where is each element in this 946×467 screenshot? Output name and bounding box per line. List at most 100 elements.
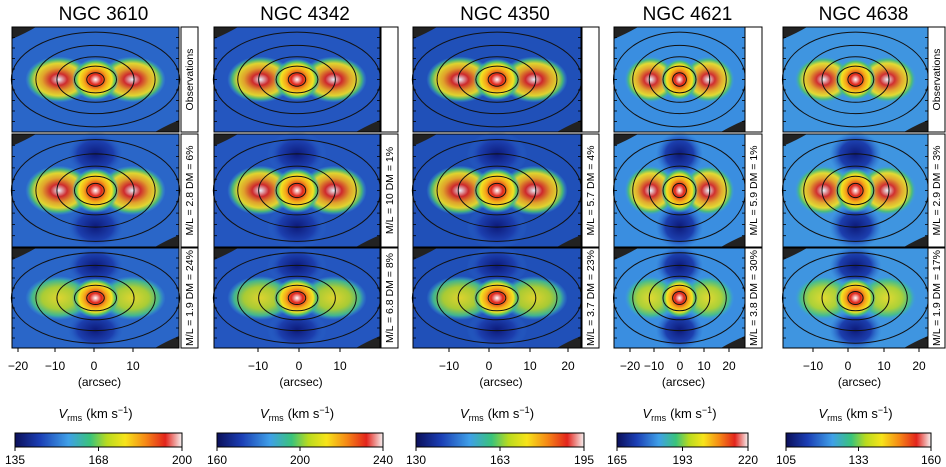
x-tick-label: 10 (126, 359, 140, 373)
map-panel: M/L = 5.7 DM = 4% (411, 131, 600, 250)
colorbar-gradient (415, 432, 585, 448)
colorbar-tick-label: 160 (207, 453, 227, 467)
colorbar-symbol: V (58, 406, 68, 421)
isophote-contour (847, 291, 864, 305)
cold-bottom (466, 310, 528, 350)
row-label-strip (581, 133, 600, 248)
isophote-contour (487, 72, 507, 87)
row-label: Observations (184, 49, 196, 111)
left-lobe (227, 165, 294, 216)
central-peak (835, 167, 876, 214)
row-label-strip (180, 247, 199, 349)
isophote-contour (662, 175, 697, 206)
colorbar-tick-label: 130 (406, 453, 426, 467)
colorbar-gradient (216, 432, 384, 448)
colorbar-units: (km s (846, 406, 878, 421)
isophote-contour (457, 165, 537, 216)
right-lobe (300, 276, 367, 320)
panel-column: NGC 4638 Observations M/L = 2.9 DM = 3% M/L… (776, 4, 946, 467)
right-lobe (682, 56, 735, 103)
mask-corner (214, 248, 238, 260)
row-label-strip (380, 133, 399, 248)
map-panel: M/L = 1.9 DM = 17% (781, 246, 946, 350)
cold-bottom (267, 310, 327, 350)
mask-corner (413, 248, 437, 260)
colorbar-units: (km s (488, 406, 520, 421)
colorbar-close: ) (888, 406, 892, 421)
x-tick-label: −10 (803, 359, 824, 373)
colorbar-symbol: V (642, 406, 652, 421)
isophote-contour (275, 65, 319, 94)
colorbar-units: (km s (670, 406, 702, 421)
left-lobe (794, 165, 853, 216)
panel-column: NGC 4621 M/L = 5.9 DM = 1% M/L = 3.8 DM = … (607, 4, 763, 467)
map-panel (212, 26, 399, 133)
mask-corner (904, 120, 928, 132)
left-lobe (624, 56, 677, 103)
map-panel: M/L = 5.9 DM = 1% (612, 131, 763, 250)
right-lobe (98, 56, 166, 103)
map-panel: Observations (781, 26, 946, 133)
mask-corner (783, 27, 807, 39)
mask-corner (721, 336, 745, 348)
colorbar: Vrms (km s−1) 135 168 200 (5, 405, 192, 467)
isophote-contour (836, 65, 875, 94)
colorbar: Vrms (km s−1) 130 163 195 (406, 405, 594, 467)
isophote-contour (73, 284, 118, 312)
right-lobe (500, 165, 568, 216)
isophote-contour (35, 153, 156, 228)
map-panel: M/L = 1.9 DM = 24% (10, 246, 199, 350)
colorbar-subscript: rms (827, 413, 842, 423)
central-peak (835, 278, 876, 318)
mask-corner (904, 235, 928, 247)
x-tick-label: 10 (523, 359, 537, 373)
central-peak (273, 278, 321, 318)
x-tick-label: 0 (486, 359, 493, 373)
row-label-strip (380, 247, 399, 349)
column-title: NGC 4342 (260, 4, 350, 25)
colorbar-label: Vrms (km s−1) (460, 405, 534, 423)
left-lobe (794, 276, 853, 320)
central-peak (473, 167, 521, 214)
colorbar-subscript: rms (67, 413, 82, 423)
left-lobe (25, 165, 93, 216)
central-peak (273, 58, 321, 101)
isophote-contour (275, 175, 319, 206)
row-label: M/L = 2.8 DM = 6% (184, 145, 196, 235)
isophote-contour (73, 65, 118, 94)
cold-top (65, 246, 126, 286)
isophote-contour (56, 56, 135, 103)
isophote-contour (648, 165, 711, 216)
mask-corner (614, 248, 638, 260)
map-panel (612, 26, 763, 133)
mask-corner (413, 134, 437, 146)
column-title: NGC 4621 (643, 4, 733, 25)
isophote-contour (237, 44, 357, 115)
central-peak (72, 58, 119, 101)
mask-corner (721, 120, 745, 132)
row-label-strip (581, 247, 600, 349)
map-panel: M/L = 3.7 DM = 23% (411, 246, 600, 350)
map-panel: M/L = 10 DM = 1% (212, 131, 399, 250)
row-label: M/L = 3.8 DM = 30% (748, 250, 760, 346)
isophote-contour (56, 275, 135, 321)
isophote-contour (258, 275, 336, 321)
isophote-contour (847, 182, 864, 199)
map-panel: M/L = 2.9 DM = 3% (781, 131, 946, 250)
isophote-contour (287, 291, 307, 305)
isophote-contour (648, 56, 711, 103)
isophote-contour (457, 56, 537, 103)
isophote-contour (803, 264, 908, 332)
colorbar-tick-label: 105 (776, 453, 796, 467)
colorbar-close: ) (330, 406, 334, 421)
left-lobe (25, 56, 93, 103)
isophote-contour (632, 153, 727, 228)
x-tick-label: 20 (722, 359, 736, 373)
isophote-contour (836, 175, 875, 206)
colorbar-close: ) (530, 406, 534, 421)
mask-corner (356, 120, 380, 132)
mask-corner (12, 134, 36, 146)
central-peak (661, 167, 698, 214)
row-label: Observations (931, 49, 943, 111)
